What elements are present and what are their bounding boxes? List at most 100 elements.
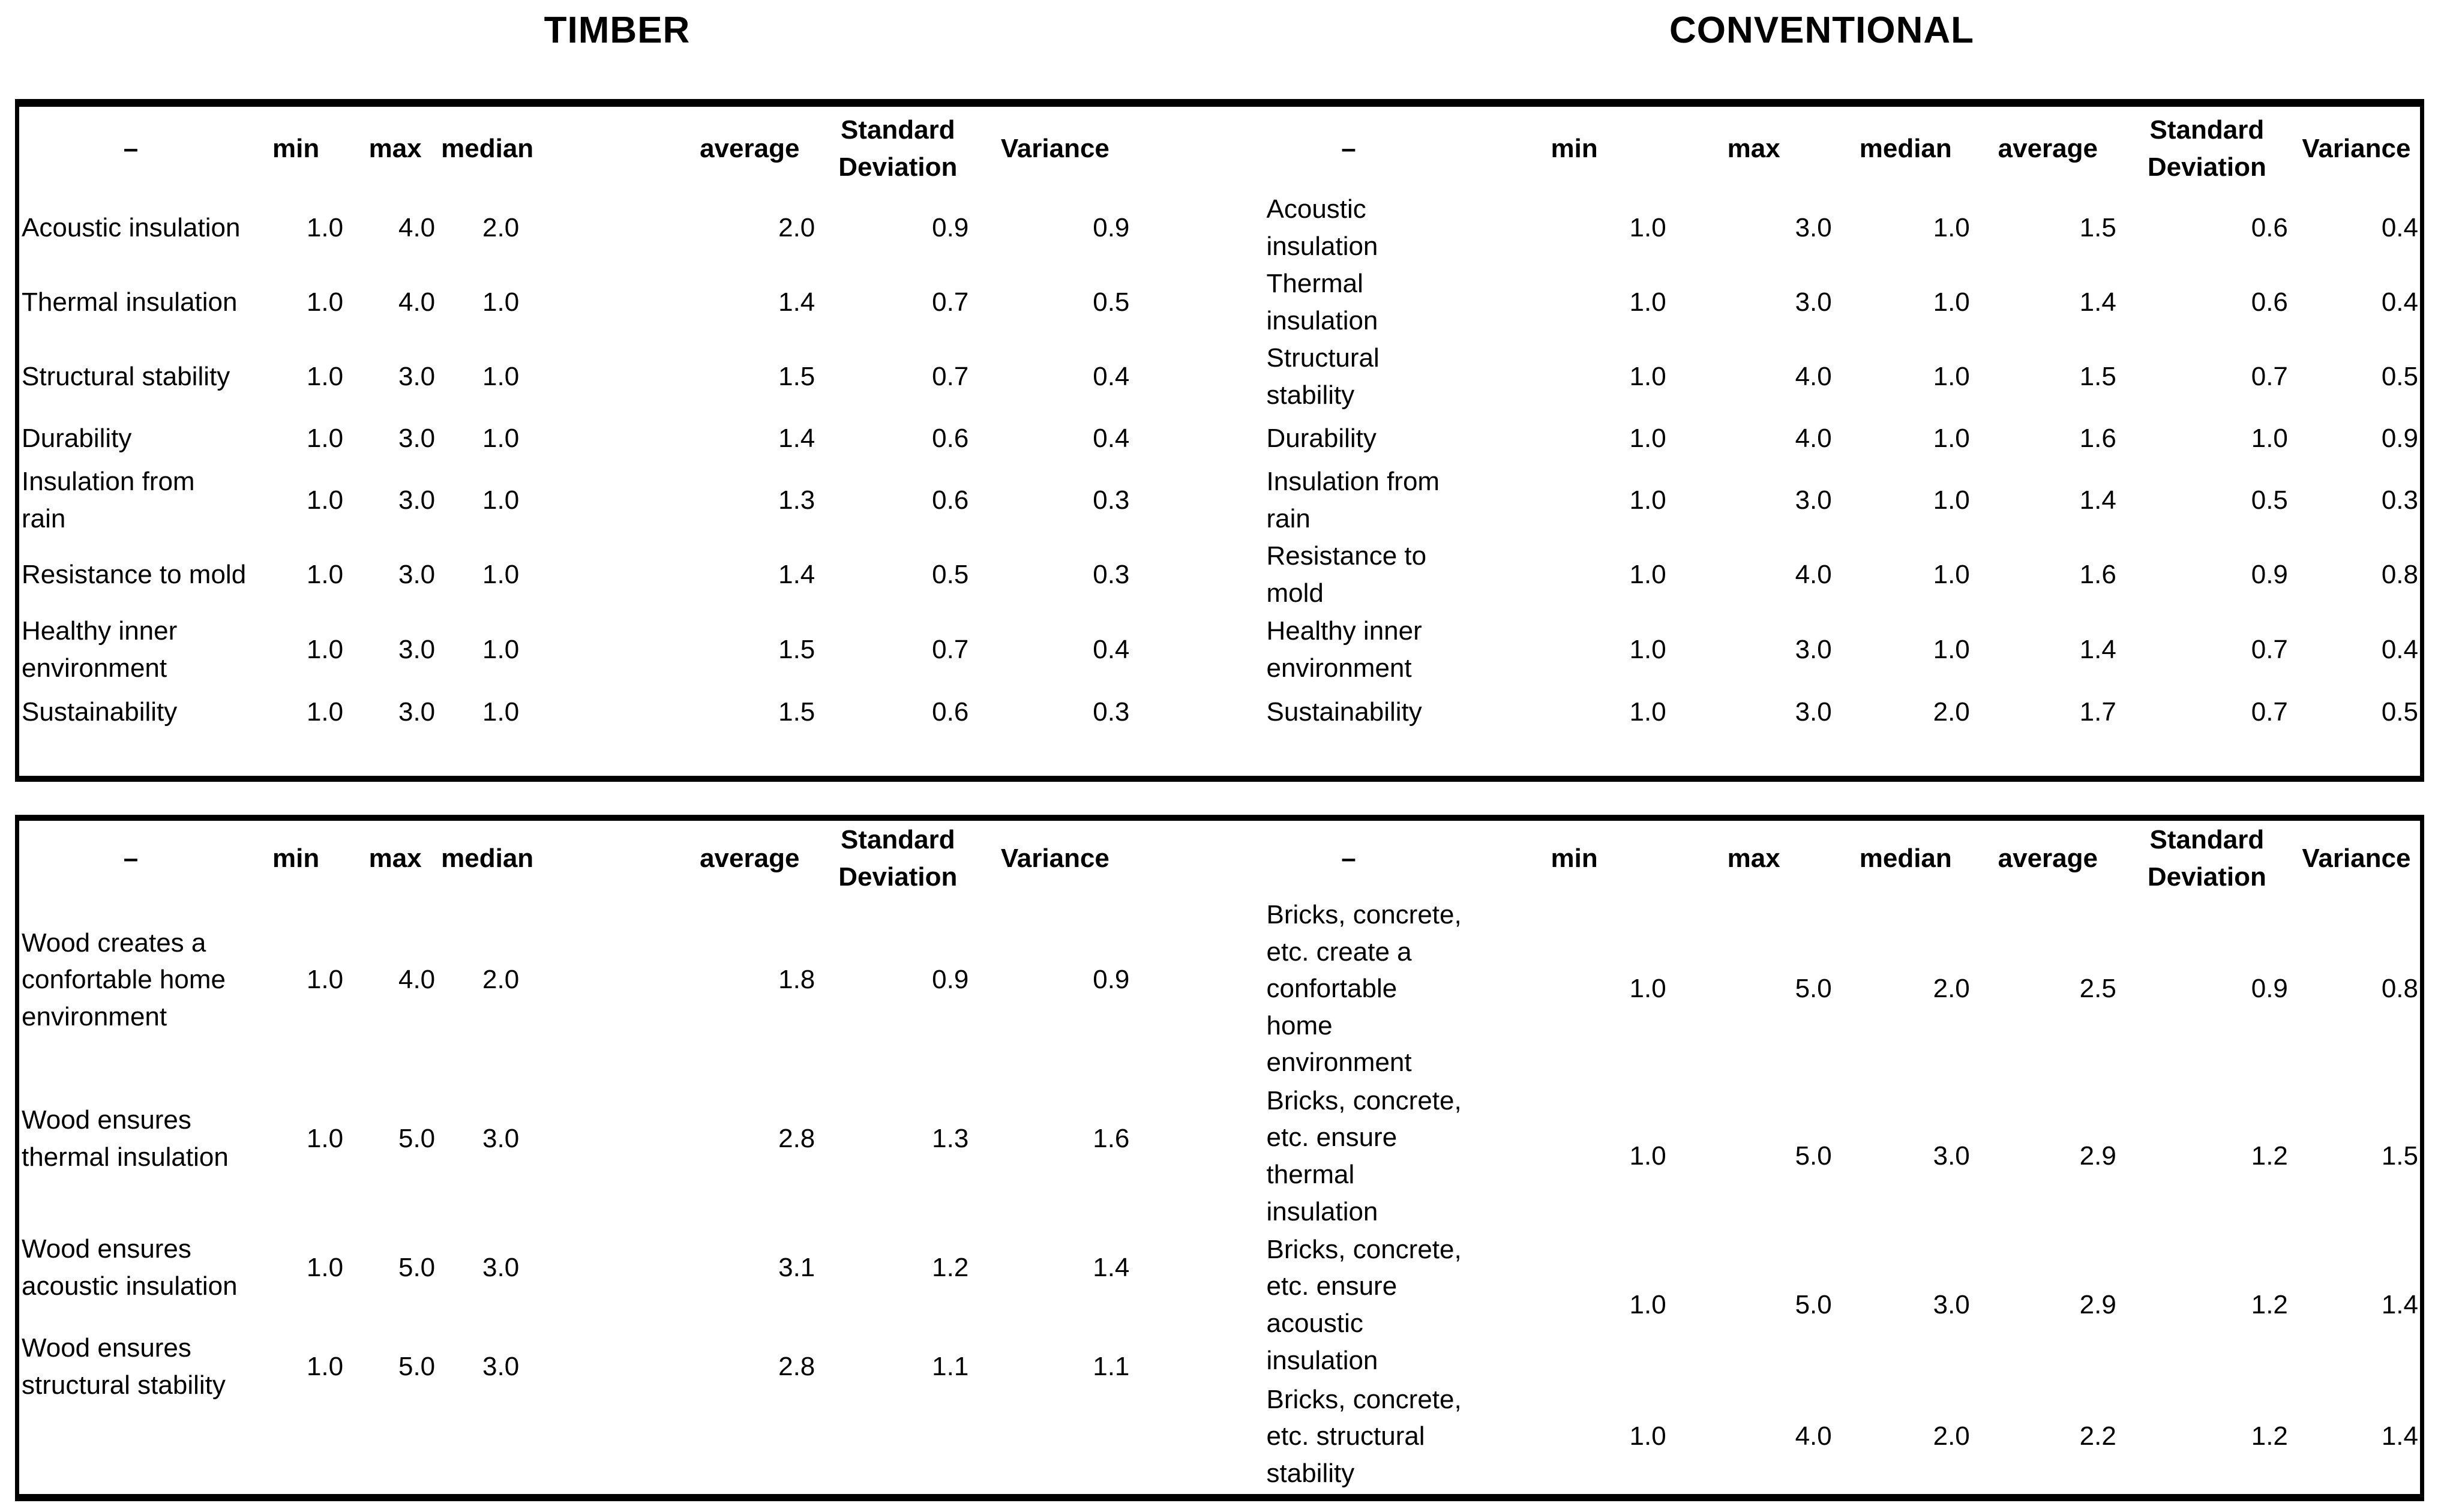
table-row: Bricks, concrete, etc. create a conforta…	[1220, 896, 2421, 1082]
cell-min: 1.0	[306, 1124, 344, 1153]
cell-variance: 0.4	[1093, 424, 1130, 453]
table-row: Healthy inner environment 1.0 3.0 1.0 1.5 0.7…	[19, 612, 1220, 688]
cell-max: 4.0	[1795, 560, 1832, 589]
row-label: Bricks, concrete, etc. ensure thermal in…	[1266, 1085, 1462, 1226]
cell-variance: 1.4	[2381, 1290, 2418, 1319]
column-header-median: median	[441, 134, 534, 164]
cell-stddev: 0.7	[2251, 697, 2288, 727]
cell-min: 1.0	[1629, 1141, 1666, 1171]
cell-average: 1.6	[2079, 424, 2116, 453]
cell-min: 1.0	[306, 213, 344, 242]
cell-min: 1.0	[1629, 424, 1666, 453]
spacer-cell	[525, 688, 678, 737]
cell-min: 1.0	[1629, 974, 1666, 1003]
cell-median: 1.0	[482, 560, 520, 589]
cell-max: 5.0	[1795, 1290, 1832, 1319]
statements-stats-table: – min max median average Standard Deviation Va…	[15, 815, 2424, 1501]
cell-stddev: 0.6	[2251, 213, 2288, 242]
table-row: Wood ensures acoustic insulation 1.0 5.0 3.…	[19, 1214, 1220, 1322]
statements-table-conventional: – min max median average Standard Deviation Va…	[1220, 821, 2421, 1493]
cell-median: 1.0	[482, 424, 520, 453]
spacer-cell	[1135, 265, 1219, 340]
spacer-cell	[525, 463, 678, 538]
spacer-cell	[525, 414, 678, 463]
cell-average: 2.8	[778, 1124, 815, 1153]
row-label: Acoustic insulation	[1266, 194, 1378, 261]
cell-variance: 0.5	[2381, 362, 2418, 391]
cell-median: 1.0	[1933, 213, 1970, 242]
spacer-cell	[525, 191, 678, 265]
row-label: Durability	[1266, 424, 1377, 454]
table-row: Wood ensures thermal insulation 1.0 5.0 3.0…	[19, 1064, 1220, 1214]
spacer-cell	[525, 538, 678, 612]
cell-variance: 1.5	[2381, 1141, 2418, 1171]
cell-max: 5.0	[398, 1352, 436, 1381]
cell-median: 3.0	[1933, 1141, 1970, 1171]
spacer-cell	[1135, 538, 1219, 612]
cell-max: 4.0	[1795, 362, 1832, 391]
cell-max: 3.0	[1795, 635, 1832, 664]
cell-variance: 0.8	[2381, 560, 2418, 589]
cell-stddev: 1.2	[2251, 1421, 2288, 1451]
cell-max: 3.0	[398, 424, 436, 453]
cell-median: 3.0	[482, 1253, 520, 1282]
cell-average: 2.9	[2079, 1141, 2116, 1171]
column-header-min: min	[272, 843, 320, 873]
spacer-cell	[525, 1064, 678, 1214]
cell-variance: 0.4	[2381, 635, 2418, 664]
row-label: Insulation from rain	[22, 467, 195, 533]
cell-median: 1.0	[482, 362, 520, 391]
column-header-label: –	[1341, 134, 1356, 164]
column-header-min: min	[272, 134, 320, 164]
cell-average: 1.4	[778, 560, 815, 589]
cell-variance: 0.3	[1093, 697, 1130, 727]
cell-max: 5.0	[398, 1253, 436, 1282]
table-row: Structural stability 1.0 3.0 1.0 1.5 0.7 0.4	[19, 340, 1220, 414]
row-label: Thermal insulation	[22, 287, 238, 317]
cell-variance: 0.4	[2381, 213, 2418, 242]
row-label: Bricks, concrete, etc. ensure acoustic i…	[1266, 1234, 1462, 1375]
cell-min: 1.0	[1629, 1421, 1666, 1451]
spacer-cell	[1135, 896, 1219, 1064]
cell-variance: 0.3	[1093, 485, 1130, 515]
cell-median: 1.0	[482, 485, 520, 515]
row-label: Healthy inner environment	[22, 616, 178, 683]
column-header-min: min	[1551, 843, 1598, 873]
cell-variance: 0.4	[1093, 362, 1130, 391]
cell-variance: 1.4	[2381, 1421, 2418, 1451]
cell-max: 3.0	[1795, 485, 1832, 515]
column-header-stddev: Standard Deviation	[2147, 115, 2266, 182]
cell-average: 1.5	[2079, 213, 2116, 242]
cell-variance: 0.3	[1093, 560, 1130, 589]
spacer-cell	[525, 1214, 678, 1322]
column-header-label: –	[123, 843, 139, 873]
spacer-cell	[1135, 414, 1219, 463]
cell-max: 4.0	[1795, 424, 1832, 453]
cell-median: 3.0	[1933, 1290, 1970, 1319]
cell-stddev: 0.7	[932, 635, 969, 664]
cell-min: 1.0	[1629, 362, 1666, 391]
cell-max: 3.0	[398, 697, 436, 727]
cell-stddev: 0.9	[932, 965, 969, 994]
spacer-cell	[1135, 1322, 1219, 1412]
cell-stddev: 0.9	[932, 213, 969, 242]
conventional-title: CONVENTIONAL	[1669, 10, 1974, 51]
column-header-stddev: Standard Deviation	[838, 824, 958, 892]
column-header-median: median	[1859, 843, 1952, 873]
cell-stddev: 0.6	[932, 697, 969, 727]
header-row: – min max median average Standard Deviation Va…	[1220, 821, 2421, 896]
cell-stddev: 1.2	[2251, 1290, 2288, 1319]
spacer-cell	[1135, 612, 1219, 688]
cell-stddev: 1.1	[932, 1352, 969, 1381]
cell-max: 3.0	[1795, 287, 1832, 317]
column-header-variance: Variance	[2302, 134, 2411, 164]
table-row: Bricks, concrete, etc. ensure acoustic i…	[1220, 1231, 2421, 1379]
table-row: Thermal insulation 1.0 3.0 1.0 1.4 0.6 0.4	[1220, 265, 2421, 340]
timber-title: TIMBER	[544, 10, 691, 51]
cell-median: 2.0	[1933, 974, 1970, 1003]
column-header-average: average	[700, 843, 800, 873]
column-header-max: max	[368, 134, 422, 164]
cell-average: 1.8	[778, 965, 815, 994]
cell-average: 2.0	[778, 213, 815, 242]
